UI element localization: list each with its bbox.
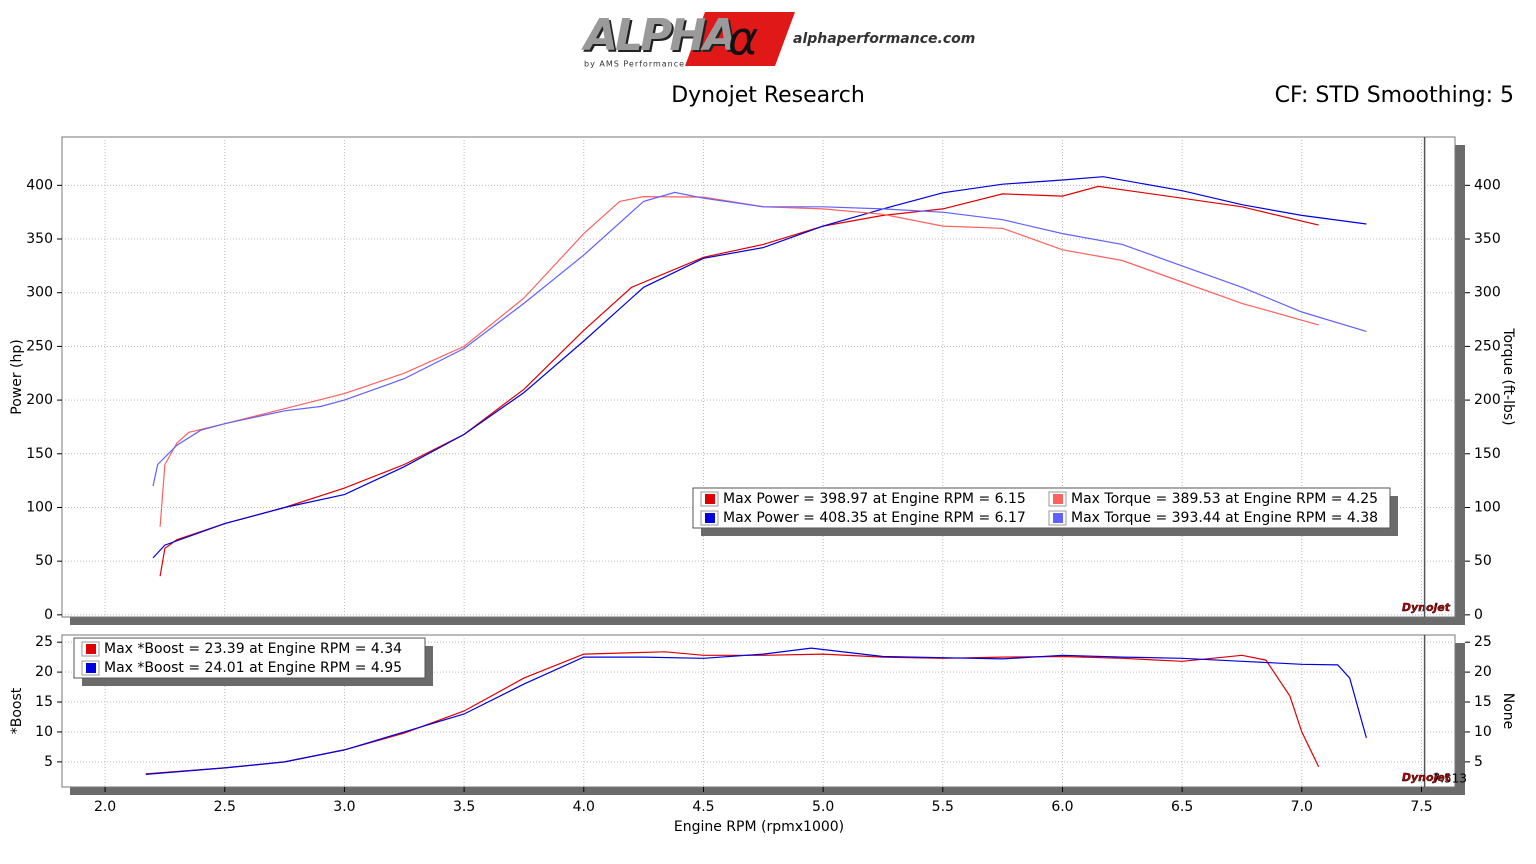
legend-label: Max Power = 398.97 at Engine RPM = 6.15 xyxy=(723,491,1026,507)
x-tick-label: 6.5 xyxy=(1171,799,1193,815)
y2-tick-label: 15 xyxy=(1474,694,1492,710)
y2-tick-label: 400 xyxy=(1474,177,1501,193)
y2-tick-label: 10 xyxy=(1474,724,1492,740)
y-tick-label: 5 xyxy=(44,754,53,770)
series-line xyxy=(152,191,1367,487)
logo-badge xyxy=(685,12,795,66)
series-line xyxy=(145,651,1320,775)
x-tick-label: 5.5 xyxy=(932,799,954,815)
y-tick-label: 15 xyxy=(35,694,53,710)
y-axis-label: *Boost xyxy=(9,687,25,734)
y2-axis-label: None xyxy=(1500,693,1516,730)
legend xyxy=(692,487,1391,529)
series-line xyxy=(152,176,1367,559)
y2-tick-label: 200 xyxy=(1474,392,1501,408)
settings: CF: STD Smoothing: 5 xyxy=(1275,83,1514,108)
y2-tick-label: 5 xyxy=(1474,754,1483,770)
y2-tick-label: 350 xyxy=(1474,231,1501,247)
series-line xyxy=(145,647,1367,775)
x-tick-label: 2.0 xyxy=(94,799,116,815)
y-tick-label: 400 xyxy=(26,177,53,193)
y2-tick-label: 150 xyxy=(1474,446,1501,462)
y2-tick-label: 50 xyxy=(1474,553,1492,569)
y-tick-label: 300 xyxy=(26,285,53,301)
legend-label: Max Torque = 393.44 at Engine RPM = 4.38 xyxy=(1071,510,1378,526)
x-tick-label: 4.5 xyxy=(692,799,714,815)
y2-tick-label: 0 xyxy=(1474,607,1483,623)
logo-text-face: ALPHA xyxy=(581,10,734,61)
x-axis-label: Engine RPM (rpmx1000) xyxy=(674,819,844,835)
chart-title: Dynojet Research xyxy=(671,83,865,108)
watermark: Dynojet xyxy=(1402,601,1451,614)
x-tick-label: 7.0 xyxy=(1291,799,1313,815)
y-tick-label: 150 xyxy=(26,446,53,462)
y-axis-label: Power (hp) xyxy=(9,339,25,414)
legend-label: Max Power = 408.35 at Engine RPM = 6.17 xyxy=(723,510,1026,526)
y-tick-label: 100 xyxy=(26,499,53,515)
cursor-label: 7.513 xyxy=(1433,772,1467,786)
legend-swatch-fill xyxy=(705,513,715,523)
y-tick-label: 50 xyxy=(35,553,53,569)
website: alphaperformance.com xyxy=(793,31,975,47)
watermark: Dynojet xyxy=(1402,771,1451,784)
x-tick-label: 3.5 xyxy=(453,799,475,815)
x-tick-label: 4.0 xyxy=(573,799,595,815)
legend-swatch-fill xyxy=(1053,494,1063,504)
y2-tick-label: 300 xyxy=(1474,285,1501,301)
x-tick-label: 2.5 xyxy=(214,799,236,815)
x-tick-label: 7.5 xyxy=(1410,799,1432,815)
legend-label: Max *Boost = 24.01 at Engine RPM = 4.95 xyxy=(104,660,402,676)
logo-tagline: by AMS Performance xyxy=(584,60,685,69)
legend-swatch-fill xyxy=(86,644,96,654)
y-tick-label: 250 xyxy=(26,338,53,354)
y2-tick-label: 100 xyxy=(1474,499,1501,515)
y2-tick-label: 250 xyxy=(1474,338,1501,354)
y-tick-label: 350 xyxy=(26,231,53,247)
legend-label: Max *Boost = 23.39 at Engine RPM = 4.34 xyxy=(104,641,402,657)
legend-swatch-fill xyxy=(86,663,96,673)
plot-area xyxy=(61,136,1456,618)
y2-tick-label: 25 xyxy=(1474,634,1492,650)
y-tick-label: 0 xyxy=(44,607,53,623)
legend-label: Max Torque = 389.53 at Engine RPM = 4.25 xyxy=(1071,491,1378,507)
legend xyxy=(73,637,426,679)
y-tick-label: 10 xyxy=(35,724,53,740)
legend-swatch-fill xyxy=(705,494,715,504)
y2-tick-label: 20 xyxy=(1474,664,1492,680)
x-tick-label: 3.0 xyxy=(333,799,355,815)
logo-symbol: α xyxy=(728,12,758,66)
y-tick-label: 200 xyxy=(26,392,53,408)
y2-axis-label: Torque (ft-lbs) xyxy=(1500,327,1516,425)
logo: ALPHA ALPHA α by AMS Performance xyxy=(581,10,795,69)
legend-swatch-fill xyxy=(1053,513,1063,523)
y-tick-label: 20 xyxy=(35,664,53,680)
y-tick-label: 25 xyxy=(35,634,53,650)
logo-text: ALPHA xyxy=(583,12,736,63)
x-tick-label: 5.0 xyxy=(812,799,834,815)
x-tick-label: 6.0 xyxy=(1051,799,1073,815)
